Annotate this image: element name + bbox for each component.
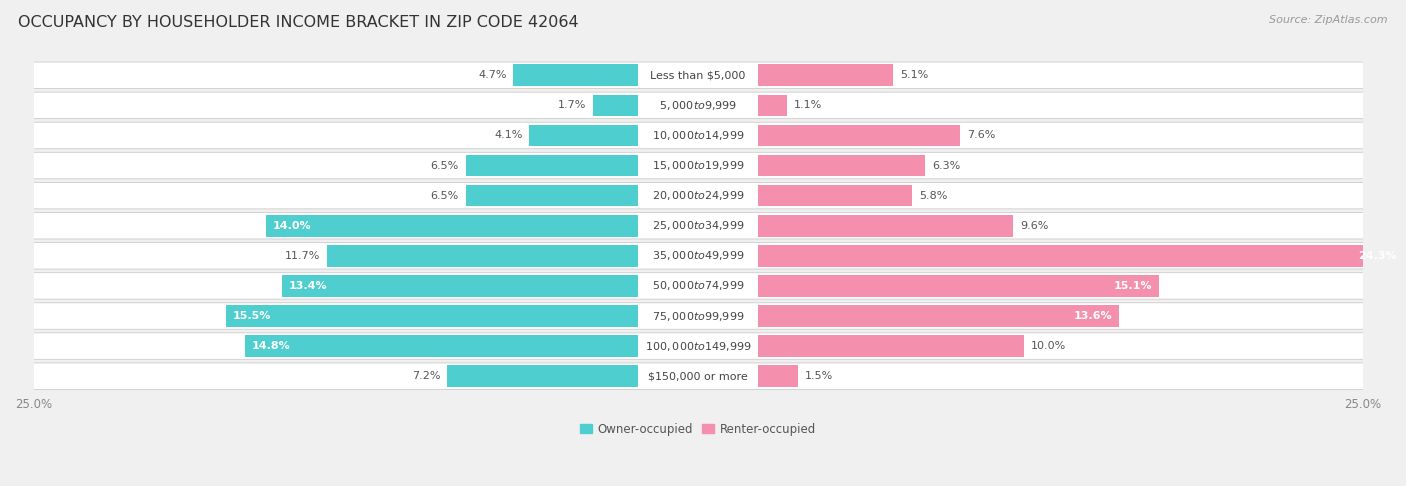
Text: 1.1%: 1.1% (794, 101, 823, 110)
Text: $15,000 to $19,999: $15,000 to $19,999 (652, 159, 744, 172)
Bar (758, 245, 1403, 267)
Text: 13.4%: 13.4% (288, 281, 328, 291)
Bar (758, 335, 1024, 357)
Text: $50,000 to $74,999: $50,000 to $74,999 (652, 279, 744, 293)
FancyBboxPatch shape (30, 122, 1367, 149)
Text: 7.2%: 7.2% (412, 371, 440, 381)
FancyBboxPatch shape (30, 152, 1367, 179)
Bar (593, 95, 638, 116)
Legend: Owner-occupied, Renter-occupied: Owner-occupied, Renter-occupied (575, 418, 821, 440)
Bar (283, 275, 638, 297)
FancyBboxPatch shape (30, 92, 1367, 119)
FancyBboxPatch shape (30, 243, 1367, 269)
FancyBboxPatch shape (30, 363, 1367, 389)
Text: 1.5%: 1.5% (804, 371, 832, 381)
Text: $150,000 or more: $150,000 or more (648, 371, 748, 381)
Bar (328, 245, 638, 267)
Text: $100,000 to $149,999: $100,000 to $149,999 (645, 340, 751, 352)
Text: 15.5%: 15.5% (233, 311, 271, 321)
Text: 6.5%: 6.5% (430, 191, 458, 201)
Bar (245, 335, 638, 357)
Text: $5,000 to $9,999: $5,000 to $9,999 (659, 99, 737, 112)
Text: $10,000 to $14,999: $10,000 to $14,999 (652, 129, 744, 142)
Text: 11.7%: 11.7% (285, 251, 321, 261)
Text: $25,000 to $34,999: $25,000 to $34,999 (652, 219, 744, 232)
Text: 10.0%: 10.0% (1031, 341, 1066, 351)
Text: $35,000 to $49,999: $35,000 to $49,999 (652, 249, 744, 262)
Text: 15.1%: 15.1% (1114, 281, 1153, 291)
Bar (758, 95, 787, 116)
Bar (758, 65, 893, 86)
Text: OCCUPANCY BY HOUSEHOLDER INCOME BRACKET IN ZIP CODE 42064: OCCUPANCY BY HOUSEHOLDER INCOME BRACKET … (18, 15, 579, 30)
Bar (226, 305, 638, 327)
Bar (447, 365, 638, 387)
Bar (529, 124, 638, 146)
Text: 1.7%: 1.7% (558, 101, 586, 110)
Bar (758, 365, 797, 387)
Bar (513, 65, 638, 86)
Text: 9.6%: 9.6% (1019, 221, 1047, 231)
Text: Source: ZipAtlas.com: Source: ZipAtlas.com (1270, 15, 1388, 25)
Bar (758, 185, 912, 207)
Bar (758, 275, 1160, 297)
Text: 13.6%: 13.6% (1074, 311, 1112, 321)
FancyBboxPatch shape (30, 182, 1367, 209)
Text: 14.0%: 14.0% (273, 221, 311, 231)
FancyBboxPatch shape (30, 273, 1367, 299)
Text: 7.6%: 7.6% (966, 130, 995, 140)
Text: 6.5%: 6.5% (430, 160, 458, 171)
Text: $75,000 to $99,999: $75,000 to $99,999 (652, 310, 744, 323)
FancyBboxPatch shape (30, 303, 1367, 329)
Text: Less than $5,000: Less than $5,000 (651, 70, 745, 80)
Text: 24.3%: 24.3% (1358, 251, 1398, 261)
Bar (758, 215, 1014, 237)
Text: 5.1%: 5.1% (900, 70, 928, 80)
Text: $20,000 to $24,999: $20,000 to $24,999 (652, 189, 744, 202)
Text: 14.8%: 14.8% (252, 341, 290, 351)
Bar (758, 305, 1119, 327)
Bar (465, 155, 638, 176)
FancyBboxPatch shape (30, 212, 1367, 239)
Text: 5.8%: 5.8% (918, 191, 948, 201)
Text: 6.3%: 6.3% (932, 160, 960, 171)
Bar (758, 124, 960, 146)
Bar (758, 155, 925, 176)
Bar (266, 215, 638, 237)
Text: 4.1%: 4.1% (495, 130, 523, 140)
FancyBboxPatch shape (30, 62, 1367, 88)
Text: 4.7%: 4.7% (478, 70, 506, 80)
FancyBboxPatch shape (30, 333, 1367, 359)
Bar (465, 185, 638, 207)
